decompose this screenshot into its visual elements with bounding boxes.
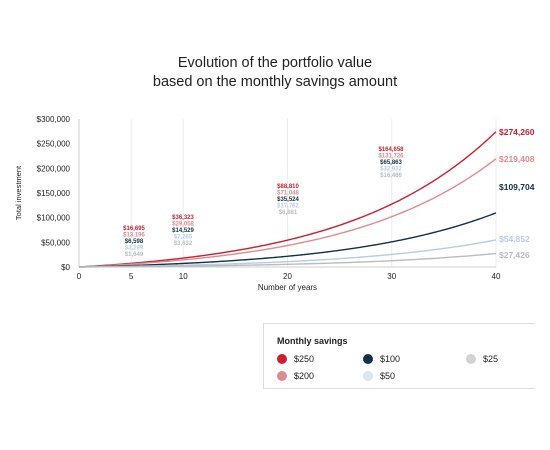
data-label-200-year-30: $131,726 bbox=[378, 154, 404, 160]
data-label-25-year-5: $1,649 bbox=[125, 252, 144, 258]
data-label-100-year-20: $35,524 bbox=[277, 197, 299, 203]
data-label-200-year-5: $13,196 bbox=[123, 233, 145, 239]
line-chart: $0 $50,000 $100,000 $150,000 $200,000 $250,00… bbox=[14, 115, 535, 292]
data-label-250-year-10: $36,323 bbox=[172, 215, 194, 221]
legend-swatch-25 bbox=[466, 354, 476, 364]
end-label-25: $27,426 bbox=[499, 250, 530, 260]
y-tick-label-0: $0 bbox=[61, 263, 70, 272]
data-label-100-year-10: $14,529 bbox=[172, 228, 194, 234]
data-label-250-year-30: $164,658 bbox=[378, 147, 404, 153]
legend-label-25: $25 bbox=[483, 354, 499, 364]
data-label-50-year-5: $3,299 bbox=[125, 246, 144, 252]
end-label-100: $109,704 bbox=[499, 182, 535, 192]
data-label-25-year-20: $8,881 bbox=[279, 210, 298, 216]
series-line-25 bbox=[78, 252, 497, 268]
data-label-200-year-20: $71,048 bbox=[277, 191, 299, 197]
legend-swatch-50 bbox=[363, 371, 373, 381]
data-label-25-year-10: $3,632 bbox=[174, 241, 193, 247]
series-line-200 bbox=[78, 158, 497, 268]
legend-item-100: $100 bbox=[363, 354, 400, 364]
series-line-100 bbox=[78, 212, 497, 268]
data-label-50-year-20: $17,762 bbox=[277, 204, 299, 210]
x-tick-label-20: 20 bbox=[283, 272, 292, 281]
y-tick-label-6: $300,000 bbox=[37, 115, 71, 124]
x-tick-label-40: 40 bbox=[492, 272, 501, 281]
chart-title-line-2: based on the monthly savings amount bbox=[152, 74, 398, 90]
y-tick-label-1: $50,000 bbox=[41, 238, 70, 247]
end-label-50: $54,852 bbox=[499, 234, 530, 244]
data-label-50-year-10: $7,265 bbox=[174, 235, 193, 241]
end-label-200: $219,408 bbox=[499, 154, 535, 164]
data-label-200-year-10: $29,058 bbox=[172, 222, 194, 228]
x-tick-label-30: 30 bbox=[387, 272, 396, 281]
legend-item-200: $200 bbox=[277, 371, 314, 381]
legend-item-250: $250 bbox=[277, 354, 314, 364]
x-axis-label: Number of years bbox=[258, 283, 317, 292]
legend: Monthly savings $250 $100 $25 $200 $50 bbox=[263, 323, 535, 389]
data-label-25-year-30: $16,466 bbox=[380, 173, 402, 179]
chart-title: Evolution of the portfolio value based o… bbox=[0, 54, 550, 92]
legend-item-50: $50 bbox=[363, 371, 395, 381]
legend-label-100: $100 bbox=[380, 354, 401, 364]
data-label-50-year-30: $32,932 bbox=[380, 167, 402, 173]
y-tick-label-4: $200,000 bbox=[37, 164, 71, 173]
legend-swatch-100 bbox=[363, 354, 373, 364]
end-label-250: $274,260 bbox=[499, 127, 535, 137]
legend-title: Monthly savings bbox=[277, 336, 348, 346]
data-label-100-year-5: $6,598 bbox=[125, 239, 144, 245]
data-label-100-year-30: $65,863 bbox=[380, 160, 402, 166]
series-line-250 bbox=[78, 131, 497, 268]
legend-label-200: $200 bbox=[294, 371, 315, 381]
legend-swatch-200 bbox=[277, 371, 287, 381]
chart-title-line-1: Evolution of the portfolio value bbox=[177, 55, 373, 71]
y-tick-label-2: $100,000 bbox=[37, 214, 71, 223]
legend-label-250: $250 bbox=[294, 354, 315, 364]
legend-swatch-250 bbox=[277, 354, 287, 364]
legend-item-25: $25 bbox=[466, 354, 498, 364]
data-label-250-year-20: $88,810 bbox=[277, 184, 299, 190]
x-tick-label-5: 5 bbox=[129, 272, 134, 281]
x-tick-label-10: 10 bbox=[179, 272, 188, 281]
legend-label-50: $50 bbox=[380, 371, 396, 381]
x-tick-label-0: 0 bbox=[77, 272, 82, 281]
y-tick-label-5: $250,000 bbox=[37, 140, 71, 149]
data-label-250-year-5: $16,695 bbox=[123, 226, 145, 232]
y-axis-label: Total investment bbox=[14, 165, 23, 220]
y-tick-label-3: $150,000 bbox=[37, 189, 71, 198]
